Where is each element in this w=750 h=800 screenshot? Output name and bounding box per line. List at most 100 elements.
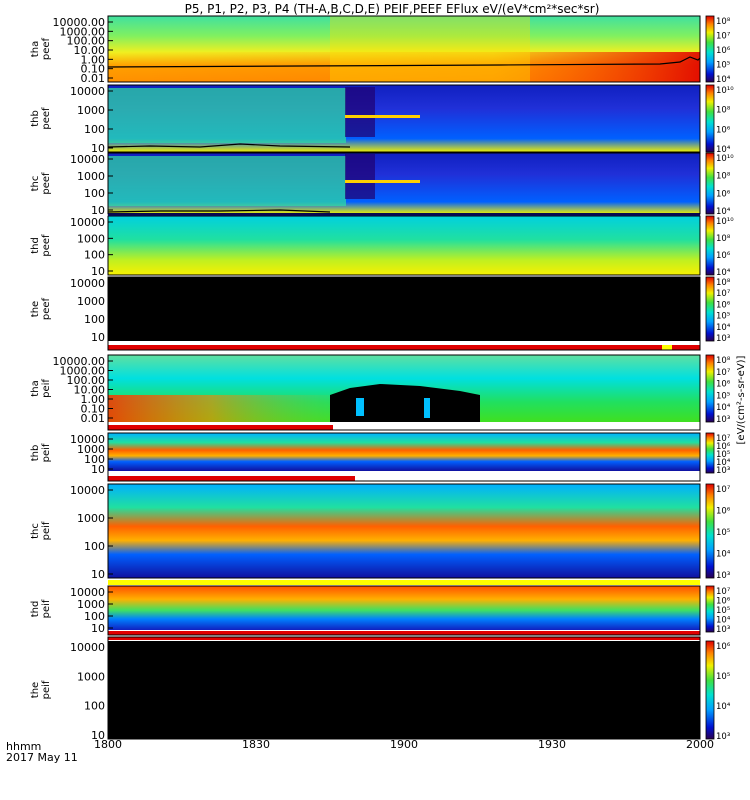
colorbar xyxy=(705,84,715,153)
y-tick-label: 1000 xyxy=(77,670,105,683)
fill-bar xyxy=(108,425,333,430)
potential-trace xyxy=(107,143,351,148)
panel-label: peef xyxy=(41,37,52,60)
y-tick-label: 10.00 xyxy=(74,384,106,397)
colorbar-tick-label: 10⁷ xyxy=(716,434,731,444)
colorbar xyxy=(705,152,715,215)
y-tick-label: 100 xyxy=(84,610,105,623)
panel-label: thb xyxy=(30,110,41,127)
colorbar-tick-label: 10⁴ xyxy=(716,207,731,217)
colorbar-tick-label: 10⁶ xyxy=(716,642,731,652)
colorbar-tick-label: 10⁶ xyxy=(716,380,731,390)
panel-label: tha xyxy=(30,41,41,57)
y-tick-label: 10000 xyxy=(70,216,105,229)
colorbar xyxy=(705,640,715,740)
colorbar xyxy=(705,276,715,342)
time-tick-label: 1800 xyxy=(94,738,122,751)
colorbar-tick-label: 10⁷ xyxy=(716,289,731,299)
no-data-gap xyxy=(330,384,480,422)
y-tick-label: 100 xyxy=(84,249,105,262)
y-tick-label: 10 xyxy=(91,463,105,476)
colorbar xyxy=(705,15,715,83)
time-tick-label: 1830 xyxy=(242,738,270,751)
y-tick-label: 100 xyxy=(84,187,105,200)
colorbar-tick-label: 10³ xyxy=(716,571,730,581)
y-tick-label: 1000 xyxy=(77,170,105,183)
y-tick-label: 1000.00 xyxy=(60,365,106,378)
panel-the-peef xyxy=(108,277,700,350)
y-tick-label: 10 xyxy=(91,204,105,217)
colorbar-tick-label: 10⁴ xyxy=(716,403,731,413)
colorbar-tick-label: 10⁴ xyxy=(716,75,731,85)
y-tick-label: 100 xyxy=(84,123,105,136)
y-tick-label: 10000 xyxy=(70,153,105,166)
colorbar-tick-label: 10⁵ xyxy=(716,606,730,616)
y-tick-label: 10 xyxy=(91,331,105,344)
potential-trace xyxy=(107,56,701,68)
colorbar-tick-label: 10⁶ xyxy=(716,251,731,261)
y-tick-label: 100.00 xyxy=(67,35,106,48)
y-tick-label: 10 xyxy=(91,568,105,581)
colorbar-tick-label: 10⁵ xyxy=(716,312,730,322)
panel-label: peef xyxy=(41,172,52,195)
colorbar-tick-label: 10⁵ xyxy=(716,450,730,460)
colorbar-tick-label: 10⁶ xyxy=(716,189,731,199)
colorbar-tick-label: 10⁷ xyxy=(716,368,731,378)
y-tick-label: 1000 xyxy=(77,512,105,525)
panel-label: thc xyxy=(30,523,41,539)
panel-label: peif xyxy=(41,443,52,462)
y-tick-label: 1000 xyxy=(77,443,105,456)
time-tick-label: 1930 xyxy=(538,738,566,751)
panel-label: peif xyxy=(41,379,52,398)
colorbar-tick-label: 10⁶ xyxy=(716,125,731,135)
y-tick-label: 10000 xyxy=(70,85,105,98)
colorbar-tick-label: 10⁸ xyxy=(716,356,731,366)
panel-thd-peif xyxy=(108,580,700,635)
panel-thc-peif xyxy=(108,484,700,578)
panel-label: peef xyxy=(41,297,52,320)
y-tick-label: 1.00 xyxy=(81,393,106,406)
panel-thb-peif xyxy=(108,433,700,481)
y-tick-label: 0.01 xyxy=(81,412,106,425)
y-tick-label: 10000 xyxy=(70,484,105,497)
y-tick-label: 10 xyxy=(91,622,105,635)
fill-bar xyxy=(108,345,700,350)
time-tick-label: 2000 xyxy=(686,738,714,751)
panel-label: the xyxy=(30,301,41,317)
y-tick-label: 100.00 xyxy=(67,374,106,387)
y-tick-label: 10000 xyxy=(70,433,105,446)
colorbar-tick-label: 10⁷ xyxy=(716,485,731,495)
y-tick-label: 100 xyxy=(84,313,105,326)
y-tick-label: 10000 xyxy=(70,641,105,654)
panel-label: thc xyxy=(30,176,41,192)
heatmap xyxy=(108,484,700,578)
heatmap xyxy=(108,641,700,739)
colorbar-tick-label: 10⁴ xyxy=(716,268,731,278)
panel-label: peif xyxy=(41,599,52,618)
colorbar xyxy=(705,215,715,276)
heatmap xyxy=(108,433,700,471)
panel-label: peif xyxy=(41,521,52,540)
figure-title: P5, P1, P2, P3, P4 (TH-A,B,C,D,E) PEIF,P… xyxy=(185,2,600,16)
colorbar-tick-label: 10⁴ xyxy=(716,145,731,155)
y-tick-label: 0.01 xyxy=(81,72,106,85)
colorbar-tick-label: 10⁶ xyxy=(716,46,731,56)
colorbar-tick-label: 10³ xyxy=(716,625,730,635)
colorbar-tick-label: 10¹⁰ xyxy=(716,154,734,164)
panel-label: tha xyxy=(30,380,41,396)
colorbar-tick-label: 10⁵ xyxy=(716,391,730,401)
panel-frames xyxy=(107,15,701,740)
y-tick-label: 10 xyxy=(91,142,105,155)
y-tick-label: 10 xyxy=(91,729,105,742)
colorbar-tick-label: 10³ xyxy=(716,732,730,742)
colorbar-tick-label: 10⁶ xyxy=(716,597,731,607)
panel-label: thd xyxy=(30,601,41,618)
time-axis-date: 2017 May 11 xyxy=(6,751,78,764)
fill-bar xyxy=(108,631,700,635)
colorbar-tick-label: 10⁸ xyxy=(716,278,731,288)
y-tick-label: 10 xyxy=(91,265,105,278)
time-axis: hhmm 2017 May 11 1800 1830 1900 1930 200… xyxy=(6,738,714,764)
colorbar xyxy=(705,585,715,633)
potential-trace xyxy=(107,209,331,213)
panel-label: thd xyxy=(30,237,41,254)
